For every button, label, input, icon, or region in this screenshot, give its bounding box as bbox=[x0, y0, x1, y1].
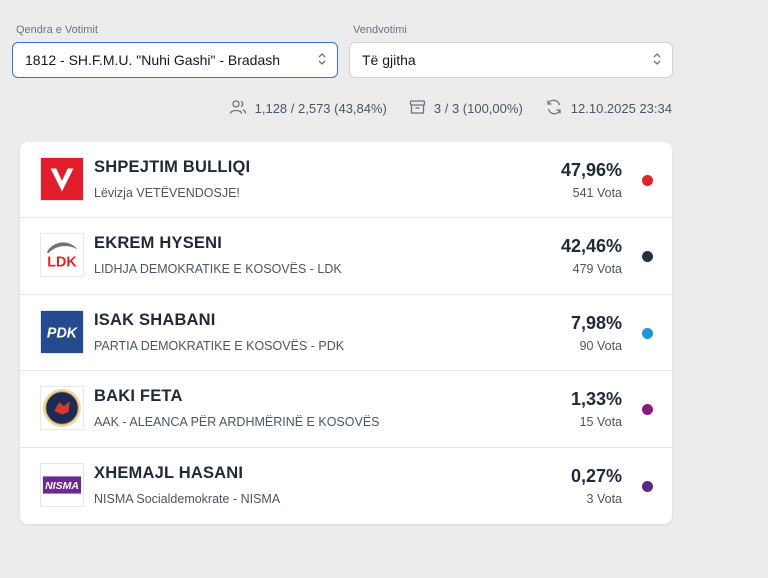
users-icon bbox=[229, 99, 247, 118]
vote-count: 15 Vota bbox=[579, 415, 622, 430]
svg-text:PDK: PDK bbox=[47, 326, 79, 342]
ballot-box-icon bbox=[409, 99, 426, 118]
turnout-stat: 1,128 / 2,573 (43,84%) bbox=[229, 99, 387, 118]
party-name: NISMA Socialdemokrate - NISMA bbox=[94, 491, 281, 506]
candidate-row[interactable]: SHPEJTIM BULLIQI Lëvizja VETËVENDOSJE! 4… bbox=[20, 142, 672, 219]
candidate-row[interactable]: BAKI FETA AAK - ALEANCA PËR ARDHMËRINË E… bbox=[20, 371, 672, 448]
candidate-row[interactable]: LDK EKREM HYSENI LIDHJA DEMOKRATIKE E KO… bbox=[20, 218, 672, 295]
candidate-row[interactable]: PDK ISAK SHABANI PARTIA DEMOKRATIKE E KO… bbox=[20, 295, 672, 372]
vote-percent: 42,46% bbox=[560, 236, 622, 257]
polling-station-field: Vendvotimi Të gjitha bbox=[349, 24, 673, 78]
vote-percent: 7,98% bbox=[570, 312, 622, 333]
candidate-name: BAKI FETA bbox=[94, 387, 183, 406]
refresh-icon[interactable] bbox=[545, 99, 563, 118]
last-updated-stat: 12.10.2025 23:34 bbox=[545, 99, 672, 118]
pdk-logo: PDK bbox=[40, 309, 84, 354]
party-color-dot bbox=[642, 175, 653, 186]
party-color-dot bbox=[642, 404, 653, 416]
polling-center-field: Qendra e Votimit 1812 - SH.F.M.U. "Nuhi … bbox=[12, 24, 338, 78]
polling-station-select[interactable]: Të gjitha bbox=[349, 42, 673, 78]
svg-text:NISMA: NISMA bbox=[45, 479, 79, 491]
party-name: PARTIA DEMOKRATIKE E KOSOVËS - PDK bbox=[94, 338, 345, 353]
vote-percent: 0,27% bbox=[570, 465, 622, 486]
last-updated-value: 12.10.2025 23:34 bbox=[570, 101, 672, 116]
svg-text:LDK: LDK bbox=[47, 255, 77, 271]
party-name: AAK - ALEANCA PËR ARDHMËRINË E KOSOVËS bbox=[94, 415, 380, 430]
nisma-logo: NISMA bbox=[40, 462, 84, 507]
party-name: LIDHJA DEMOKRATIKE E KOSOVËS - LDK bbox=[94, 262, 342, 277]
vote-count: 479 Vota bbox=[572, 262, 622, 277]
chevron-updown-icon bbox=[317, 52, 327, 69]
ballot-boxes-value: 3 / 3 (100,00%) bbox=[433, 101, 523, 116]
vote-percent: 47,96% bbox=[560, 160, 622, 180]
vote-percent: 1,33% bbox=[570, 389, 622, 410]
ldk-logo: LDK bbox=[40, 233, 84, 278]
ballot-boxes-stat: 3 / 3 (100,00%) bbox=[409, 99, 523, 118]
polling-station-label: Vendvotimi bbox=[353, 24, 407, 36]
vote-count: 541 Vota bbox=[572, 186, 622, 200]
aak-logo bbox=[40, 386, 84, 431]
party-color-dot bbox=[642, 251, 653, 263]
candidate-name: ISAK SHABANI bbox=[94, 310, 216, 329]
candidate-name: SHPEJTIM BULLIQI bbox=[94, 158, 251, 176]
party-name: Lëvizja VETËVENDOSJE! bbox=[94, 186, 240, 200]
polling-center-label: Qendra e Votimit bbox=[16, 24, 98, 36]
candidate-name: EKREM HYSENI bbox=[94, 234, 223, 253]
turnout-value: 1,128 / 2,573 (43,84%) bbox=[254, 101, 387, 116]
vetevendosje-logo bbox=[40, 157, 84, 201]
candidate-name: XHEMAJL HASANI bbox=[94, 463, 244, 482]
polling-station-value: Të gjitha bbox=[362, 52, 416, 68]
chevron-updown-icon bbox=[652, 52, 662, 69]
candidate-row[interactable]: NISMA XHEMAJL HASANI NISMA Socialdemokra… bbox=[20, 448, 672, 524]
polling-center-select[interactable]: 1812 - SH.F.M.U. "Nuhi Gashi" - Bradash bbox=[12, 42, 338, 78]
party-color-dot bbox=[642, 480, 653, 492]
party-color-dot bbox=[642, 327, 653, 339]
results-card: SHPEJTIM BULLIQI Lëvizja VETËVENDOSJE! 4… bbox=[20, 142, 672, 524]
polling-center-value: 1812 - SH.F.M.U. "Nuhi Gashi" - Bradash bbox=[25, 52, 281, 68]
stats-bar: 1,128 / 2,573 (43,84%) 3 / 3 (100,00%) 1… bbox=[0, 99, 672, 118]
vote-count: 3 Vota bbox=[586, 491, 622, 506]
vote-count: 90 Vota bbox=[579, 338, 622, 353]
